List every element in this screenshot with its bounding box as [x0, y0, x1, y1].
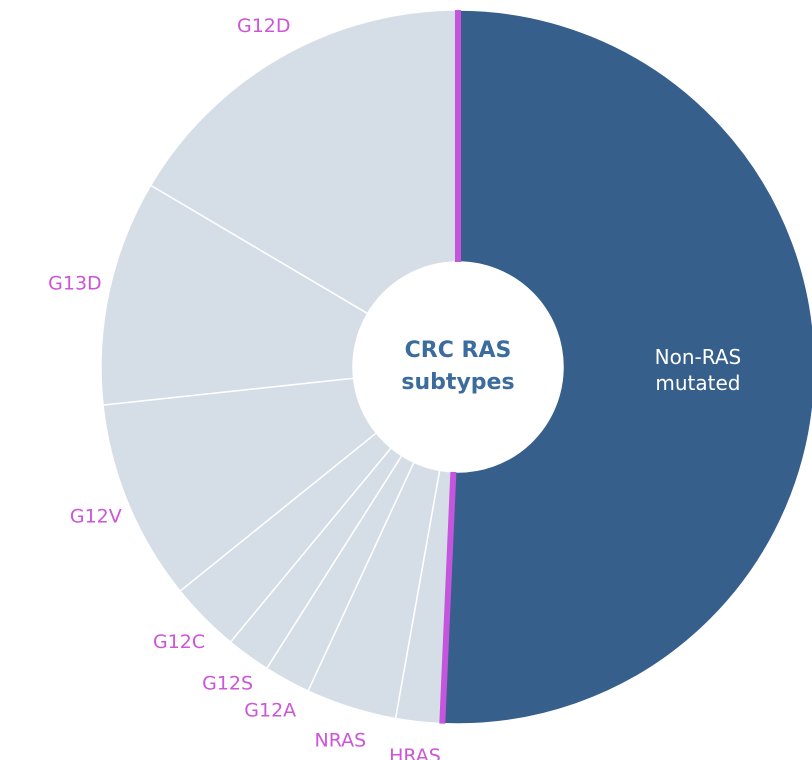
slice-label: HRAS — [389, 745, 441, 760]
slice-label: G12V — [70, 506, 122, 528]
slice-label: G12A — [244, 700, 296, 722]
slice-label: Non-RAS mutated — [654, 345, 742, 396]
separator — [439, 471, 457, 724]
donut-hole — [353, 262, 563, 472]
slice-label: G13D — [48, 272, 102, 294]
slice-label: NRAS — [315, 729, 367, 751]
chart-title: CRC RAS subtypes — [401, 338, 515, 395]
slice-label: G12D — [237, 15, 291, 37]
slice-label: G12S — [202, 673, 253, 695]
slice-label: G12C — [153, 631, 205, 653]
